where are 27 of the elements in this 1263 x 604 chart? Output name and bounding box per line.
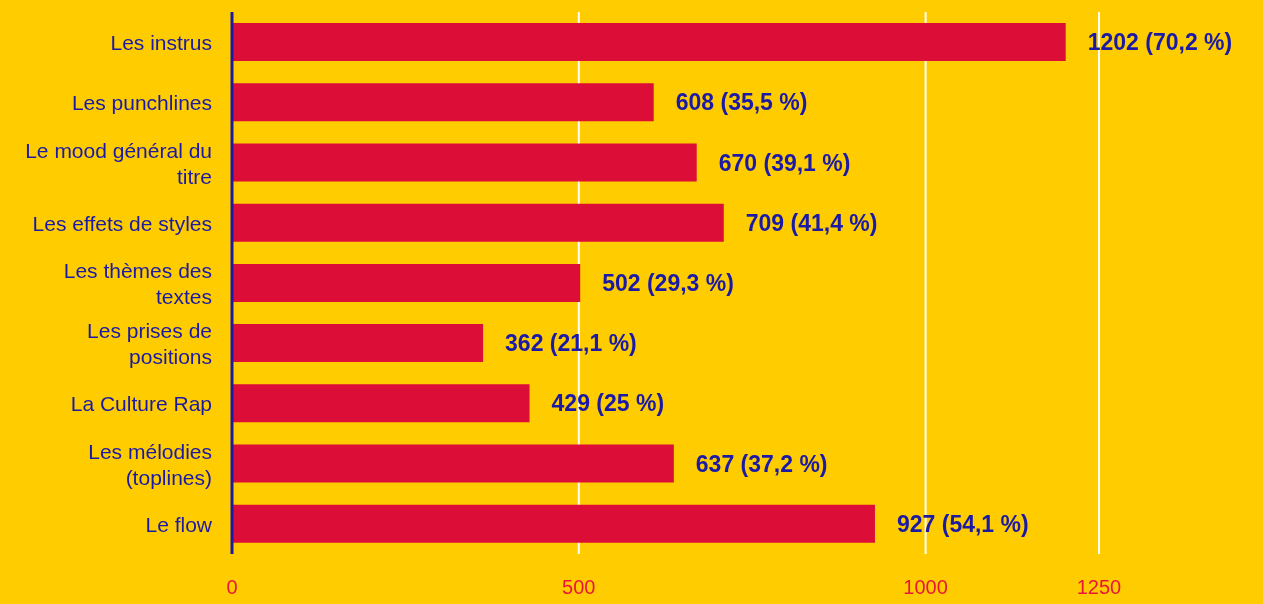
y-tick-label: Le mood général du titre xyxy=(25,138,212,188)
bar xyxy=(232,203,724,242)
bar xyxy=(232,23,1066,61)
bar xyxy=(232,263,581,302)
y-tick-label: Les instrus xyxy=(110,30,212,54)
bar xyxy=(232,504,875,543)
bar xyxy=(232,83,654,122)
y-tick-label: Les thèmes des textes xyxy=(63,258,212,308)
y-tick-label: Les prises de positions xyxy=(87,318,212,368)
bar xyxy=(232,324,484,363)
x-tick-label: 500 xyxy=(562,576,596,599)
x-tick-label: 1000 xyxy=(903,576,948,599)
data-label: 637 (37,2 %) xyxy=(695,450,828,477)
y-tick-label: Les mélodies (toplines) xyxy=(88,439,212,489)
data-label: 709 (41,4 %) xyxy=(745,209,878,236)
y-tick-label: La Culture Rap xyxy=(70,391,212,415)
data-label: 608 (35,5 %) xyxy=(675,89,808,116)
y-tick-label: Les effets de styles xyxy=(32,211,212,235)
bar xyxy=(232,143,697,182)
data-label: 670 (39,1 %) xyxy=(718,149,851,176)
data-label: 502 (29,3 %) xyxy=(602,270,734,297)
bar xyxy=(232,384,530,423)
x-tick-label: 0 xyxy=(226,576,238,599)
y-tick-label: Le flow xyxy=(145,512,213,536)
x-tick-label: 1250 xyxy=(1076,576,1122,599)
y-tick-label: Les punchlines xyxy=(71,90,212,114)
bar xyxy=(232,444,674,483)
